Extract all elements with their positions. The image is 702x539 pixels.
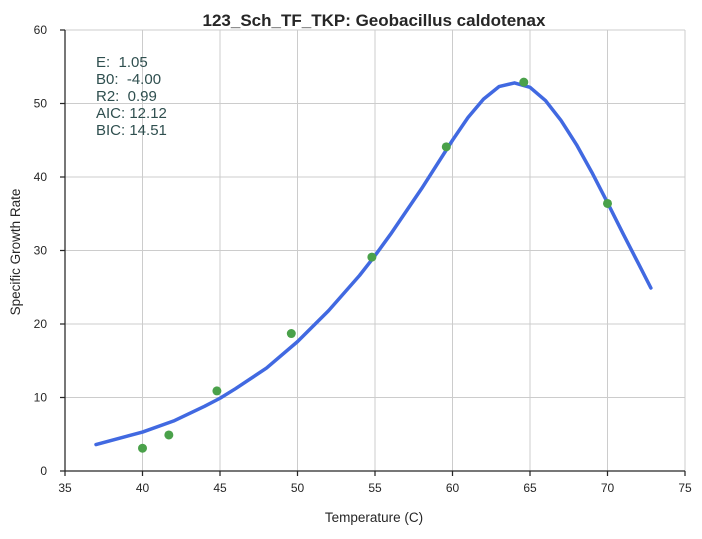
- y-tick-label: 0: [40, 464, 47, 478]
- stats-line: B0: -4.00: [96, 71, 161, 88]
- y-tick-label: 20: [34, 317, 48, 331]
- y-tick-label: 40: [34, 170, 48, 184]
- data-point: [164, 430, 174, 440]
- data-point: [212, 386, 222, 396]
- chart-title: 123_Sch_TF_TKP: Geobacillus caldotenax: [203, 11, 547, 30]
- ticks-layer: 35 40 45 50 55 60 65 70 75 0 10 20 30 40 50 60: [34, 23, 692, 495]
- y-tick-label: 30: [34, 244, 48, 258]
- data-point: [441, 142, 451, 152]
- stats-line: AIC: 12.12: [96, 105, 167, 122]
- data-point: [367, 252, 377, 262]
- grid-layer: [65, 29, 686, 471]
- points-layer: [138, 77, 612, 453]
- x-tick-label: 45: [213, 481, 227, 495]
- x-tick-label: 35: [58, 481, 72, 495]
- data-point: [519, 77, 529, 87]
- x-tick-label: 60: [446, 481, 460, 495]
- stats-line: E: 1.05: [96, 54, 148, 71]
- y-tick-label: 50: [34, 97, 48, 111]
- data-point: [603, 198, 612, 208]
- stats-line: R2: 0.99: [96, 88, 157, 105]
- x-tick-label: 70: [601, 481, 615, 495]
- series-layer: [94, 81, 653, 447]
- x-tick-label: 40: [136, 481, 150, 495]
- x-tick-label: 55: [368, 481, 382, 495]
- y-axis-label: Specific Growth Rate: [8, 189, 23, 316]
- x-tick-label: 50: [291, 481, 305, 495]
- y-tick-label: 10: [34, 391, 48, 405]
- x-axis-label: Temperature (C): [325, 510, 423, 525]
- data-point: [138, 443, 147, 453]
- x-tick-label: 65: [523, 481, 537, 495]
- data-point: [286, 329, 296, 339]
- stats-line: BIC: 14.51: [96, 122, 167, 139]
- y-tick-label: 60: [34, 23, 48, 37]
- x-tick-label: 75: [678, 481, 692, 495]
- fitted-curve: [94, 81, 653, 447]
